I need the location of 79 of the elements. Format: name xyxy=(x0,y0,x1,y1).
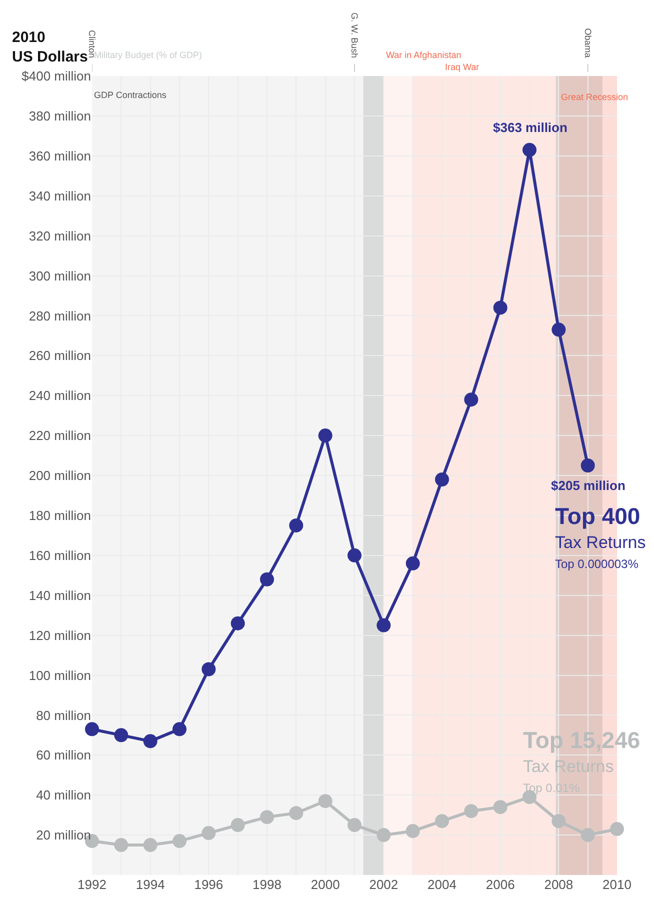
point xyxy=(348,818,362,832)
y-tick-label: 140 million xyxy=(28,588,91,603)
point xyxy=(464,804,478,818)
band-label: Great Recession xyxy=(561,92,628,102)
point xyxy=(172,722,186,736)
point xyxy=(406,824,420,838)
y-axis-title: 2010 US Dollars xyxy=(12,29,88,66)
y-tick-label: 240 million xyxy=(28,388,91,404)
x-tick-label: 1998 xyxy=(252,877,282,892)
x-tick-label: 1996 xyxy=(194,877,224,892)
y-tick-label: 360 million xyxy=(28,148,91,164)
series-label: Top 15,246 xyxy=(523,727,640,753)
point xyxy=(230,616,245,630)
point xyxy=(143,838,158,852)
y-tick-label: 80 million xyxy=(36,708,91,723)
x-tick-label: 2010 xyxy=(602,877,632,892)
point xyxy=(85,722,99,736)
y-tick-label: $400 million xyxy=(22,68,91,84)
y-tick-label: 300 million xyxy=(28,268,91,284)
point xyxy=(289,518,304,532)
y-tick-label: 40 million xyxy=(36,788,91,803)
point xyxy=(376,828,391,842)
x-tick-label: 1992 xyxy=(78,877,106,892)
y-tick-label: 60 million xyxy=(36,748,91,763)
y-tick-label: 380 million xyxy=(28,108,91,124)
series-label: Top 400 xyxy=(555,503,640,529)
band-label: War in Afghanistan xyxy=(386,50,462,60)
point xyxy=(202,826,216,840)
y-tick-label: 320 million xyxy=(28,228,91,244)
point xyxy=(376,618,391,632)
point xyxy=(114,838,128,852)
x-tick-label: 2008 xyxy=(544,877,574,892)
x-tick-label: 2004 xyxy=(428,877,456,892)
point xyxy=(580,458,595,473)
data-label: $205 million xyxy=(551,478,626,493)
band-label: Iraq War xyxy=(445,62,480,72)
point xyxy=(143,734,158,748)
x-tick-label: 2006 xyxy=(486,877,515,892)
y-tick-label: 120 million xyxy=(28,628,91,643)
point xyxy=(348,548,362,562)
x-tick-label: 1994 xyxy=(136,877,165,892)
y-tick-label: 220 million xyxy=(28,428,91,444)
y-tick-label: 160 million xyxy=(28,548,91,563)
data-label: $363 million xyxy=(493,120,568,135)
point xyxy=(435,472,449,486)
point xyxy=(172,834,186,848)
band-label: GDP Contractions xyxy=(94,90,167,100)
point xyxy=(493,300,508,315)
point xyxy=(202,662,216,676)
y-tick-label: 340 million xyxy=(28,188,91,204)
point xyxy=(580,828,595,842)
point xyxy=(318,428,332,443)
point xyxy=(230,818,245,832)
y-tick-label: 280 million xyxy=(28,308,91,324)
y-tick-label: 100 million xyxy=(28,668,91,683)
point xyxy=(435,814,449,828)
point xyxy=(464,392,478,407)
y-tick-label: 20 million xyxy=(36,828,91,843)
point xyxy=(552,814,566,828)
point xyxy=(522,142,536,157)
point xyxy=(610,822,624,836)
point xyxy=(406,556,420,570)
annotation: Tax Returns xyxy=(523,757,614,776)
point xyxy=(260,572,274,586)
point xyxy=(289,806,304,820)
x-tick-label: 2000 xyxy=(310,877,340,892)
ref-line-label: G. W. Bush xyxy=(350,12,360,58)
ref-line-label: Obama xyxy=(582,28,593,58)
point xyxy=(493,800,508,814)
point xyxy=(260,810,274,824)
x-tick-label: 2002 xyxy=(369,877,398,892)
y-tick-label: 180 million xyxy=(28,508,91,523)
y-tick-label: 200 million xyxy=(28,468,91,484)
y-tick-label: 260 million xyxy=(28,348,91,364)
point xyxy=(114,728,128,742)
point xyxy=(318,794,332,808)
annotation: Tax Returns xyxy=(555,533,646,552)
annotation: Top 0.000003% xyxy=(555,557,639,571)
point xyxy=(552,322,566,337)
